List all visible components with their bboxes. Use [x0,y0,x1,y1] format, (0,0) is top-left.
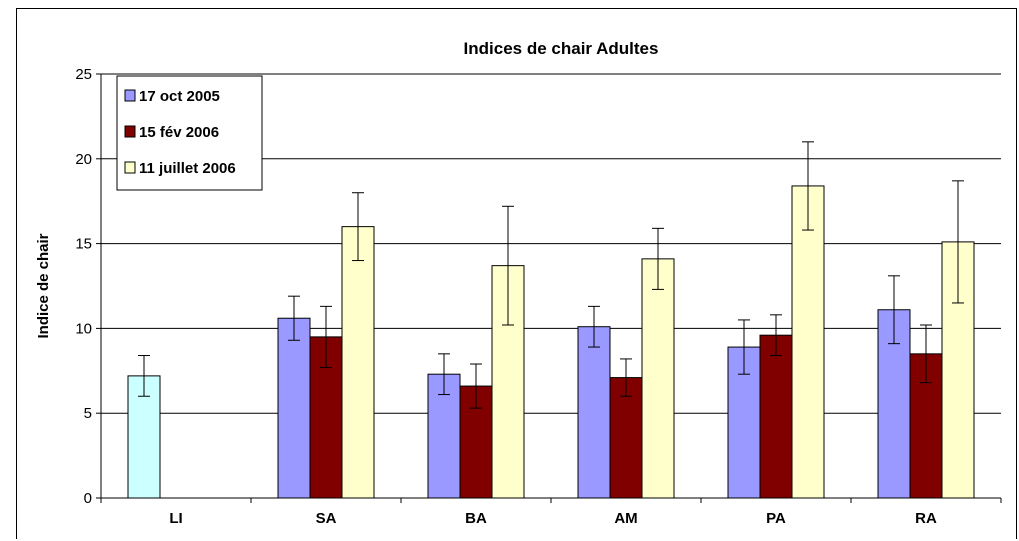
series-3-bar [641,258,675,499]
bar-chart: Indices de chair Adultes Indice de chair 0… [35,39,1002,527]
series-3-bar [341,226,375,499]
legend-label: 17 oct 2005 [139,88,220,105]
x-tick-label: SA [316,510,337,527]
legend-label: 11 juillet 2006 [139,160,236,177]
series-1-bar [577,326,611,499]
x-tick-label: PA [766,510,786,527]
x-tick-label: AM [614,510,637,527]
chart-title: Indices de chair Adultes [464,39,659,58]
legend-swatch [124,89,136,102]
y-tick-label: 15 [75,236,92,253]
legend-swatch [124,161,136,174]
series-2-bar [759,334,793,499]
series-3-bar [791,185,825,499]
series-2-bar [609,377,643,499]
series-1-bar [277,317,311,499]
y-tick-label: 20 [75,151,92,168]
legend-swatch [124,125,136,138]
chart-frame: Indices de chair Adultes Indice de chair 0… [16,8,1017,539]
y-tick-label: 10 [75,320,92,337]
x-tick-label: BA [465,510,487,527]
y-tick-label: 0 [84,490,92,507]
x-tick-label: RA [915,510,937,527]
legend-box [116,75,263,191]
y-tick-label: 25 [75,66,92,83]
y-axis-label: Indice de chair [35,233,52,338]
legend-label: 15 fév 2006 [139,124,219,141]
y-tick-label: 5 [84,405,92,422]
x-tick-label: LI [169,510,182,527]
